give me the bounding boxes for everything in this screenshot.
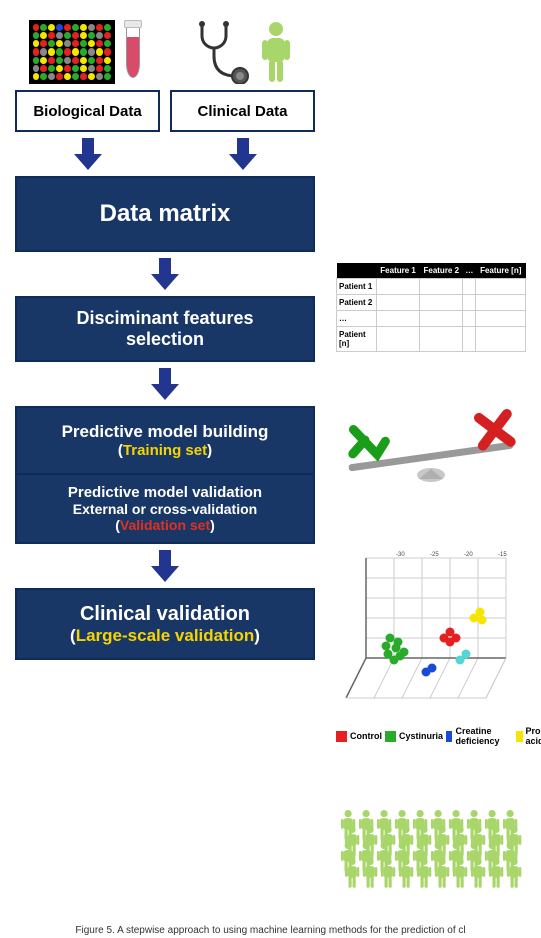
clinical-data-box: Clinical Data [170,90,315,132]
test-tube-icon [119,20,147,84]
text: (Validation set) [115,517,215,533]
model-building-half: Predictive model building (Training set) [17,408,313,475]
text: Predictive model validation [68,484,262,501]
person-icon [258,20,294,84]
text: External or cross-validation [73,501,257,517]
arrow-down-icon [147,548,183,584]
step-model: Predictive model building (Training set)… [15,406,315,544]
figure-caption: Figure 5. A stepwise approach to using m… [0,925,541,936]
arrow-down-icon [70,136,106,172]
text: Disciminant features [76,308,253,329]
source-icons-row [10,20,320,84]
microplate-icon [29,20,115,84]
step-data-matrix: Data matrix [15,176,315,252]
clinical-icons [170,20,315,84]
biological-data-box: Biological Data [15,90,160,132]
stethoscope-icon [192,20,252,84]
crowd-illustration [336,810,526,900]
source-boxes-row: Biological Data Clinical Data [10,90,320,132]
biological-icons [15,20,160,84]
feature-table: Feature 1Feature 2…Feature [n] Patient 1… [336,263,526,352]
arrow-down-icon [147,366,183,402]
svg-text:-20: -20 [464,552,473,558]
model-validation-half: Predictive model validation External or … [17,475,313,542]
text: selection [126,329,204,350]
svg-text:-25: -25 [430,552,439,558]
step-feature-selection: Disciminant features selection [15,296,315,362]
flow-column: Biological Data Clinical Data Data matri… [10,20,320,660]
text: (Large-scale validation) [70,626,260,646]
text: (Training set) [118,442,212,459]
seesaw-illustration [336,405,526,485]
plot-legend: ControlCystinuriaCreatine deficiency Pro… [336,726,541,749]
svg-text:-30: -30 [396,552,405,558]
scatter-3d-plot: -30 -25 -20 -15 [336,548,526,738]
arrow-down-icon [225,136,261,172]
arrow-down-icon [147,256,183,292]
svg-text:-15: -15 [498,552,507,558]
text: Predictive model building [62,422,269,442]
step-clinical-validation: Clinical validation (Large-scale validat… [15,588,315,660]
arrows-1 [10,132,320,176]
text: Clinical validation [80,603,250,626]
